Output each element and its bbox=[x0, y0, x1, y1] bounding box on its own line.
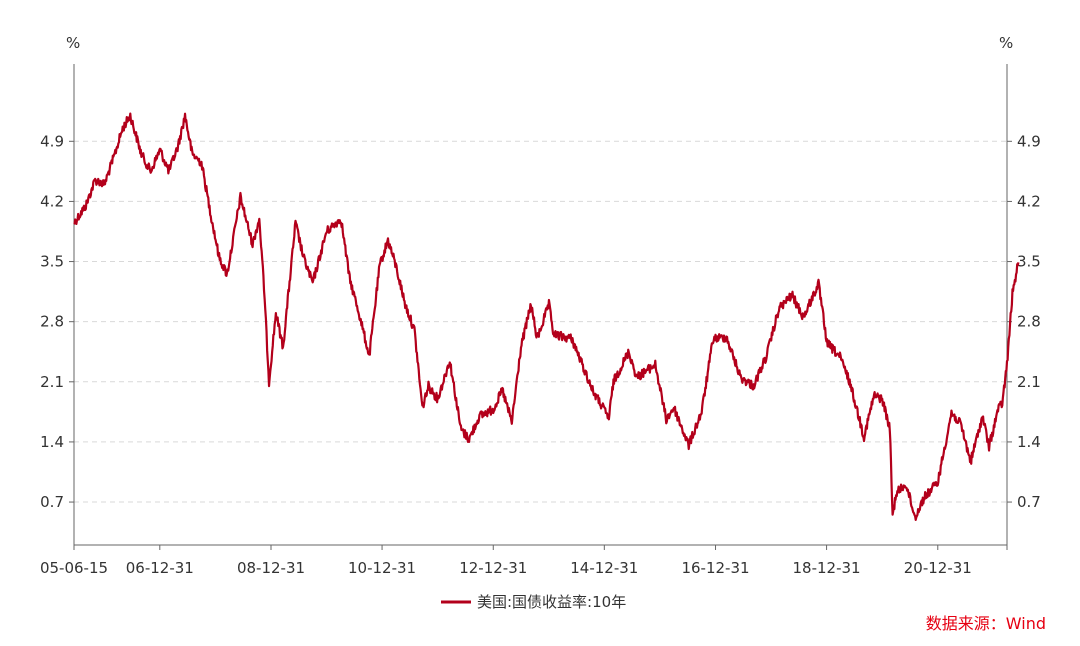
legend-label: 美国:国债收益率:10年 bbox=[477, 593, 626, 611]
y-tick-label-right: 4.9 bbox=[1017, 132, 1041, 150]
grid-lines bbox=[74, 140, 1007, 503]
x-tick-label: 05-06-15 bbox=[40, 559, 108, 577]
y-tick-label-right: 3.5 bbox=[1017, 253, 1041, 271]
x-tick-label: 12-12-31 bbox=[459, 559, 527, 577]
y-tick-label-right: 1.4 bbox=[1017, 433, 1041, 451]
left-y-ticks: 0.7 1.4 2.1 2.8 3.5 4.2 4.9 bbox=[40, 132, 74, 511]
source-label: 数据来源：Wind bbox=[926, 614, 1046, 633]
y-tick-label-left: 3.5 bbox=[40, 253, 64, 271]
series-line bbox=[73, 112, 1020, 521]
y-tick-label-right: 2.8 bbox=[1017, 313, 1041, 331]
legend: 美国:国债收益率:10年 bbox=[441, 593, 626, 611]
y-tick-label-left: 2.8 bbox=[40, 313, 64, 331]
x-tick-label: 18-12-31 bbox=[793, 559, 861, 577]
y-tick-label-left: 4.9 bbox=[40, 132, 64, 150]
right-y-ticks: 0.7 1.4 2.1 2.8 3.5 4.2 4.9 bbox=[1007, 132, 1041, 511]
y-tick-label-right: 4.2 bbox=[1017, 192, 1041, 210]
x-tick-label: 20-12-31 bbox=[904, 559, 972, 577]
x-ticks: 05-06-15 06-12-31 08-12-31 10-12-31 12-12-31… bbox=[40, 545, 1008, 577]
y-tick-label-right: 2.1 bbox=[1017, 373, 1041, 391]
series-layer bbox=[73, 112, 1020, 521]
y-tick-label-right: 0.7 bbox=[1017, 493, 1041, 511]
axes bbox=[73, 64, 1008, 546]
x-tick-label: 06-12-31 bbox=[126, 559, 194, 577]
left-y-unit: % bbox=[66, 34, 80, 52]
y-tick-label-left: 2.1 bbox=[40, 373, 64, 391]
x-tick-label: 08-12-31 bbox=[237, 559, 305, 577]
y-tick-label-left: 1.4 bbox=[40, 433, 64, 451]
y-tick-label-left: 4.2 bbox=[40, 192, 64, 210]
right-y-unit: % bbox=[999, 34, 1013, 52]
x-tick-label: 16-12-31 bbox=[681, 559, 749, 577]
y-tick-label-left: 0.7 bbox=[40, 493, 64, 511]
x-tick-label: 14-12-31 bbox=[570, 559, 638, 577]
x-tick-label: 10-12-31 bbox=[348, 559, 416, 577]
